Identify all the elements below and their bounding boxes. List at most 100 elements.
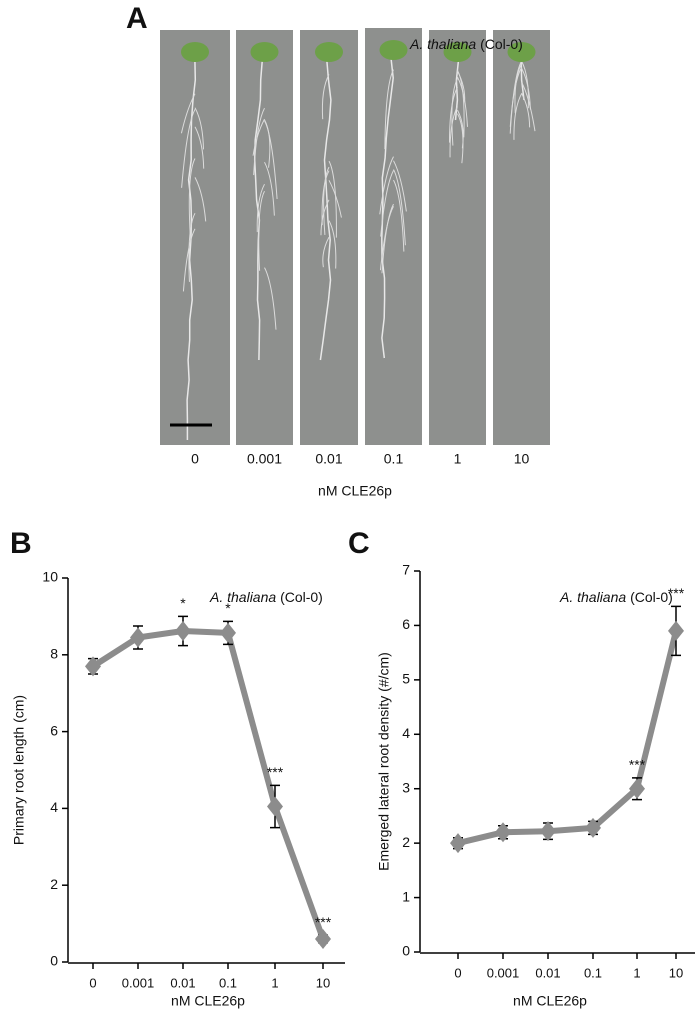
y-tick-label: 2 <box>50 876 58 892</box>
lateral-root <box>393 179 405 252</box>
line <box>457 630 679 847</box>
y-tick-label: 3 <box>402 779 410 795</box>
y-axis-title: Primary root length (cm) <box>11 695 27 845</box>
y-tick-label: 7 <box>402 562 410 578</box>
species-label: A. thaliana (Col-0) <box>559 589 673 605</box>
marker <box>315 928 331 949</box>
strain: (Col-0) <box>280 589 323 605</box>
panel-label: A <box>126 2 148 35</box>
marker <box>585 817 601 838</box>
marker <box>130 627 146 648</box>
x-axis-title: nM CLE26p <box>513 993 587 1009</box>
species: A. thaliana <box>209 589 276 605</box>
leaves <box>507 42 536 62</box>
species: A. thaliana <box>409 36 476 52</box>
y-tick-label: 2 <box>402 834 410 850</box>
leaves <box>181 42 209 62</box>
lateral-root <box>328 220 337 269</box>
lateral-root <box>194 177 207 222</box>
y-tick-label: 8 <box>50 646 58 662</box>
x-tick-label: 0.1 <box>219 975 237 990</box>
species-label: A. thaliana (Col-0) <box>209 589 323 605</box>
root <box>319 59 332 361</box>
lateral-root <box>264 267 277 330</box>
x-tick-label: 10 <box>669 965 683 980</box>
y-tick-label: 1 <box>402 888 410 904</box>
concentration-label: 10 <box>514 451 530 467</box>
leaves <box>443 42 472 62</box>
significance: * <box>225 600 231 616</box>
axis-label: nM CLE26p <box>318 483 392 499</box>
concentration-label: 0 <box>191 451 199 467</box>
x-tick-label: 1 <box>633 965 640 980</box>
concentration-label: 0.01 <box>315 451 342 467</box>
photo-strip <box>160 30 230 445</box>
lateral-root <box>509 67 522 127</box>
lateral-root <box>513 93 522 140</box>
concentration-label: 1 <box>454 451 462 467</box>
significance: *** <box>629 757 646 773</box>
marker <box>540 821 556 842</box>
lateral-root <box>320 199 330 236</box>
lateral-root <box>328 180 342 218</box>
x-tick-label: 0.001 <box>122 975 155 990</box>
x-tick-label: 1 <box>271 975 278 990</box>
lateral-root <box>448 86 458 143</box>
lateral-root <box>328 160 337 238</box>
strain: (Col-0) <box>480 36 523 52</box>
marker <box>267 796 283 817</box>
photo-strip <box>493 30 550 445</box>
marker <box>629 778 645 799</box>
lateral-root <box>381 203 394 274</box>
y-tick-label: 4 <box>402 725 410 741</box>
lateral-root <box>182 228 196 292</box>
lateral-root <box>321 74 330 120</box>
lateral-root <box>451 78 458 146</box>
leaves <box>315 42 343 62</box>
x-tick-label: 0.1 <box>584 965 602 980</box>
marker <box>175 620 191 641</box>
photo-strip <box>236 30 293 445</box>
lateral-root <box>521 81 536 132</box>
lateral-root <box>264 119 271 168</box>
lateral-root <box>457 113 464 164</box>
y-tick-label: 5 <box>402 671 410 687</box>
x-tick-label: 0 <box>454 965 461 980</box>
seedling-photo <box>160 28 550 445</box>
marker <box>668 620 684 641</box>
marker <box>450 833 466 854</box>
y-tick-label: 4 <box>50 799 58 815</box>
lateral-root <box>264 161 275 216</box>
leaves <box>250 42 279 62</box>
lateral-root <box>379 156 394 215</box>
concentration-label: 0.001 <box>247 451 282 467</box>
lateral-root <box>188 158 196 235</box>
y-tick-label: 10 <box>42 569 58 585</box>
marker <box>220 622 236 643</box>
leaves <box>379 40 408 60</box>
marker <box>85 656 101 677</box>
lateral-root <box>457 109 464 149</box>
panel-label: C <box>348 527 370 560</box>
lateral-root <box>380 170 394 237</box>
y-tick-label: 0 <box>50 953 58 969</box>
significance: *** <box>668 585 685 601</box>
line <box>91 628 326 941</box>
lateral-root <box>194 126 205 169</box>
significance: * <box>180 595 186 611</box>
panel-label: B <box>10 527 32 560</box>
y-axis-title: Emerged lateral root density (#/cm) <box>376 652 392 871</box>
x-tick-label: 0.01 <box>535 965 560 980</box>
x-tick-label: 0.01 <box>170 975 195 990</box>
x-tick-label: 0.001 <box>487 965 520 980</box>
root <box>253 59 265 361</box>
significance: *** <box>267 764 284 780</box>
species: A. thaliana <box>559 589 626 605</box>
lateral-root <box>194 107 204 150</box>
x-axis-title: nM CLE26p <box>171 993 245 1009</box>
x-tick-label: 10 <box>316 975 330 990</box>
lateral-root <box>181 109 196 188</box>
lateral-root <box>521 60 529 109</box>
lateral-root <box>253 107 265 176</box>
